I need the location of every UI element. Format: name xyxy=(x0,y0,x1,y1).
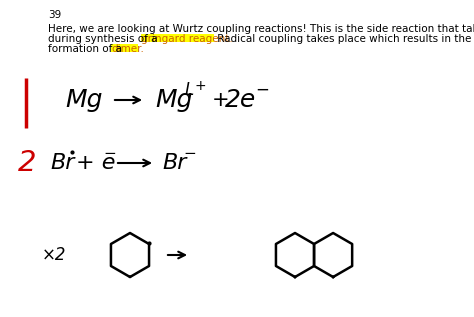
FancyBboxPatch shape xyxy=(141,34,214,42)
Text: Mg: Mg xyxy=(155,88,192,112)
Text: −: − xyxy=(103,146,116,161)
Text: Br: Br xyxy=(50,153,74,173)
Text: −: − xyxy=(255,81,269,99)
Text: formation of a: formation of a xyxy=(48,44,125,54)
Text: −: − xyxy=(183,146,196,161)
Text: 39: 39 xyxy=(48,10,61,20)
Text: +: + xyxy=(212,90,229,110)
Text: gringard reagent.: gringard reagent. xyxy=(142,34,233,44)
Text: + e: + e xyxy=(76,153,116,173)
Text: 2: 2 xyxy=(18,149,36,177)
Text: Here, we are looking at Wurtz coupling reactions! This is the side reaction that: Here, we are looking at Wurtz coupling r… xyxy=(48,24,474,34)
Text: +: + xyxy=(195,79,207,93)
FancyBboxPatch shape xyxy=(111,43,138,52)
Text: during synthesis of a: during synthesis of a xyxy=(48,34,161,44)
Text: Mg: Mg xyxy=(65,88,102,112)
Text: ×2: ×2 xyxy=(42,246,66,264)
Text: Br: Br xyxy=(162,153,186,173)
Text: dimer.: dimer. xyxy=(112,44,145,54)
Text: L: L xyxy=(185,81,194,99)
Text: 2e: 2e xyxy=(225,88,256,112)
Text: Radical coupling takes place which results in the: Radical coupling takes place which resul… xyxy=(214,34,471,44)
